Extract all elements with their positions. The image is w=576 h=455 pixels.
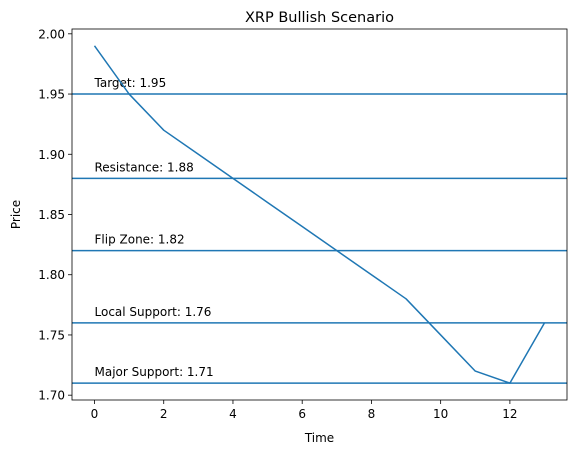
series-line-0 (93, 45, 546, 384)
x-tick-label: 4 (229, 407, 237, 421)
hline-label-3: Local Support: 1.76 (95, 305, 212, 319)
y-axis-label: Price (9, 200, 23, 229)
hline-label-0: Target: 1.95 (94, 76, 167, 90)
chart-title: XRP Bullish Scenario (245, 10, 394, 26)
x-axis-label: Time (304, 431, 334, 445)
y-tick-label: 1.70 (38, 389, 65, 403)
y-tick-label: 1.90 (38, 148, 65, 162)
hline-label-1: Resistance: 1.88 (95, 160, 194, 174)
x-tick-label: 0 (91, 407, 99, 421)
x-tick-label: 8 (368, 407, 376, 421)
x-tick-label: 2 (160, 407, 168, 421)
x-tick-label: 10 (433, 407, 448, 421)
y-tick-label: 2.00 (38, 27, 65, 41)
y-tick-label: 1.95 (38, 88, 65, 102)
plot-area: Target: 1.95 Resistance: 1.88 Flip Zone: 1… (72, 45, 567, 384)
y-tick-label: 1.75 (38, 328, 65, 342)
axes: 0 2 4 6 8 10 12 1.70 1.75 1.80 1.85 1.90 1.95 2.00 (38, 27, 517, 421)
hline-label-2: Flip Zone: 1.82 (95, 233, 185, 247)
y-tick-label: 1.80 (38, 268, 65, 282)
y-tick-label: 1.85 (38, 208, 65, 222)
hline-label-4: Major Support: 1.71 (95, 365, 214, 379)
x-tick-label: 12 (502, 407, 517, 421)
x-tick-label: 6 (298, 407, 306, 421)
